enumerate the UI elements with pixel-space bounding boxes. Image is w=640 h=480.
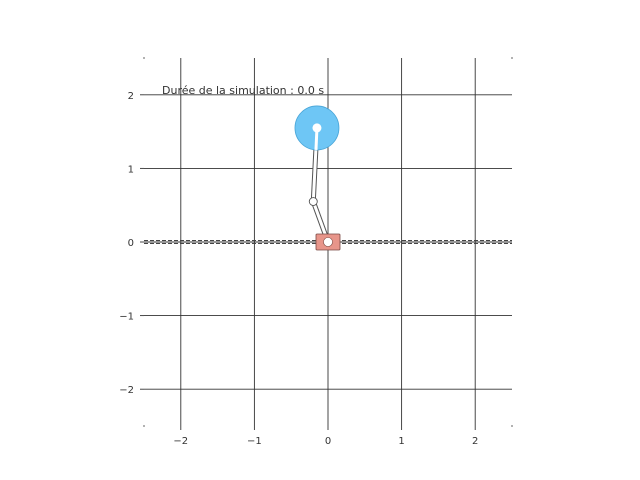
simulation-duration-label: Durée de la simulation : 0.0 s	[162, 84, 324, 97]
x-tick-label: 0	[325, 436, 331, 447]
y-tick-label: 1	[128, 164, 134, 175]
axis-ticks: −2 −1 0 1 2 −2 −1 0 1 2	[119, 57, 513, 447]
x-tick-label: 2	[472, 436, 478, 447]
cart-pivot	[323, 237, 333, 247]
y-tick-label: −2	[119, 385, 134, 396]
y-tick-label: −1	[119, 312, 134, 323]
y-tick-label: 2	[128, 91, 134, 102]
x-tick-label: −1	[247, 436, 262, 447]
y-tick-label: 0	[128, 238, 134, 249]
x-tick-label: 1	[398, 436, 404, 447]
mechanism	[294, 105, 341, 251]
bob-pivot	[312, 123, 322, 133]
x-tick-label: −2	[173, 436, 188, 447]
pendulum-joint	[308, 197, 318, 206]
